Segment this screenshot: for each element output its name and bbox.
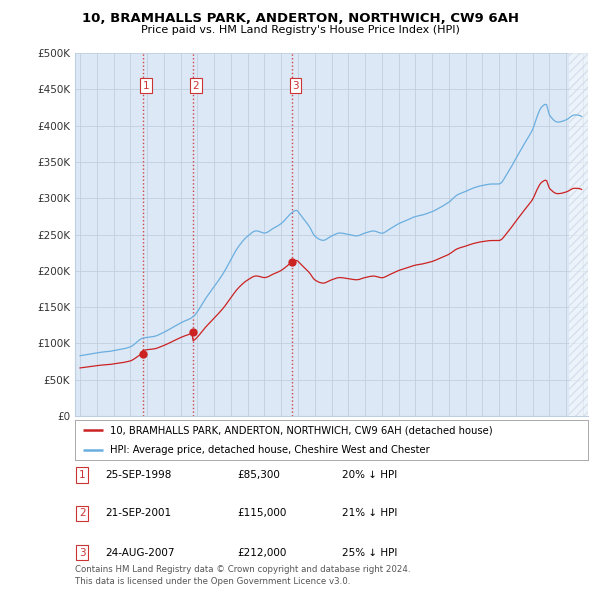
Text: 3: 3 bbox=[79, 548, 86, 558]
Text: 20% ↓ HPI: 20% ↓ HPI bbox=[342, 470, 397, 480]
Text: 1: 1 bbox=[143, 81, 149, 91]
Text: 10, BRAMHALLS PARK, ANDERTON, NORTHWICH, CW9 6AH (detached house): 10, BRAMHALLS PARK, ANDERTON, NORTHWICH,… bbox=[110, 425, 493, 435]
Text: 3: 3 bbox=[292, 81, 299, 91]
Text: 2: 2 bbox=[193, 81, 199, 91]
Text: Contains HM Land Registry data © Crown copyright and database right 2024.
This d: Contains HM Land Registry data © Crown c… bbox=[75, 565, 410, 586]
Text: 25-SEP-1998: 25-SEP-1998 bbox=[105, 470, 172, 480]
Text: 21% ↓ HPI: 21% ↓ HPI bbox=[342, 509, 397, 518]
Text: £85,300: £85,300 bbox=[237, 470, 280, 480]
Text: Price paid vs. HM Land Registry's House Price Index (HPI): Price paid vs. HM Land Registry's House … bbox=[140, 25, 460, 35]
Text: 24-AUG-2007: 24-AUG-2007 bbox=[105, 548, 175, 558]
Bar bbox=[569, 53, 588, 416]
Text: £115,000: £115,000 bbox=[237, 509, 286, 518]
Text: HPI: Average price, detached house, Cheshire West and Chester: HPI: Average price, detached house, Ches… bbox=[110, 445, 430, 455]
Text: £212,000: £212,000 bbox=[237, 548, 286, 558]
Text: 21-SEP-2001: 21-SEP-2001 bbox=[105, 509, 171, 518]
Text: 2: 2 bbox=[79, 509, 86, 518]
Text: 25% ↓ HPI: 25% ↓ HPI bbox=[342, 548, 397, 558]
Text: 1: 1 bbox=[79, 470, 86, 480]
Text: 10, BRAMHALLS PARK, ANDERTON, NORTHWICH, CW9 6AH: 10, BRAMHALLS PARK, ANDERTON, NORTHWICH,… bbox=[82, 12, 518, 25]
